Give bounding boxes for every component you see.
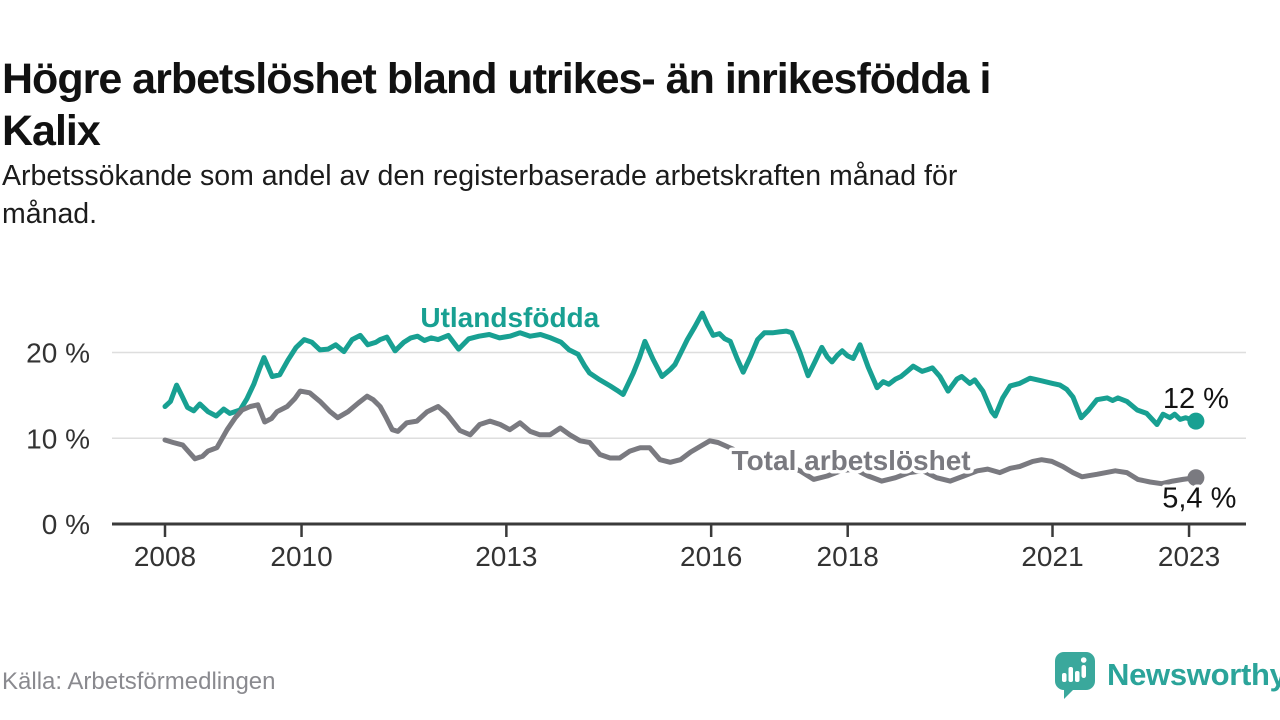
logo-bar-2 xyxy=(1068,667,1073,682)
title-line-2: Kalix xyxy=(2,106,101,155)
series-end-dot-total xyxy=(1187,469,1205,487)
newsworthy-brand: Newsworthy xyxy=(1052,650,1280,700)
x-tick-label: 2016 xyxy=(680,541,742,572)
end-value-label-total: 5,4 % xyxy=(1162,483,1236,515)
x-tick-label: 2010 xyxy=(270,541,332,572)
title-line-1: Högre arbetslöshet bland utrikes- än inr… xyxy=(2,54,991,103)
logo-exclamation-dot xyxy=(1080,657,1087,663)
x-tick-label: 2008 xyxy=(134,541,196,572)
series-line-utlandsfodda xyxy=(162,310,1199,427)
x-tick-label: 2013 xyxy=(475,541,537,572)
x-tick-label: 2021 xyxy=(1021,541,1083,572)
y-tick-label: 10 % xyxy=(26,423,90,454)
series-label-total: Total arbetslöshet xyxy=(732,445,971,476)
series-label-utlandsfodda: Utlandsfödda xyxy=(420,302,599,333)
brand-wordmark: Newsworthy xyxy=(1107,657,1280,692)
series-end-dot-utlandsfodda xyxy=(1187,412,1205,430)
page-title: Högre arbetslöshet bland utrikes- än inr… xyxy=(2,53,1272,157)
x-tick-label: 2023 xyxy=(1158,541,1220,572)
newsworthy-logo-icon xyxy=(1055,652,1095,699)
series-line-total xyxy=(162,388,1199,487)
end-value-label-utlandsfodda: 12 % xyxy=(1163,383,1229,415)
logo-bar-3 xyxy=(1075,671,1080,682)
x-tick-label: 2018 xyxy=(817,541,879,572)
subtitle-line-2: månad. xyxy=(2,197,98,230)
subtitle-line-1: Arbetssökande som andel av den registerb… xyxy=(2,160,958,192)
y-tick-label: 0 % xyxy=(42,509,90,540)
source-note: Källa: Arbetsförmedlingen xyxy=(2,668,276,695)
logo-bar-1 xyxy=(1062,673,1067,682)
y-tick-label: 20 % xyxy=(26,338,90,369)
logo-exclamation-stem xyxy=(1081,665,1086,678)
chart-subtitle: Arbetssökande som andel av den registerb… xyxy=(2,158,1202,234)
